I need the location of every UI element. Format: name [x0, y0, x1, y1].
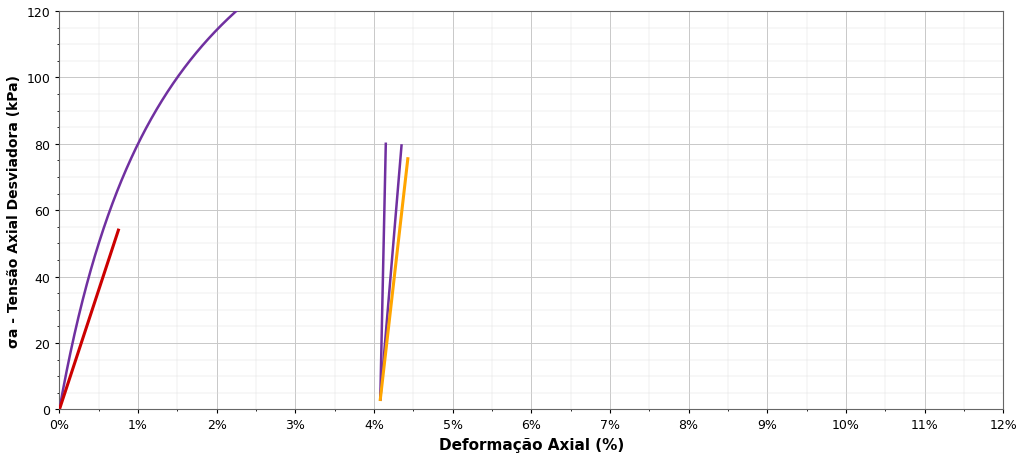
Y-axis label: σa - Tensão Axial Desviadora (kPa): σa - Tensão Axial Desviadora (kPa)	[7, 74, 20, 347]
X-axis label: Deformação Axial (%): Deformação Axial (%)	[438, 437, 624, 452]
